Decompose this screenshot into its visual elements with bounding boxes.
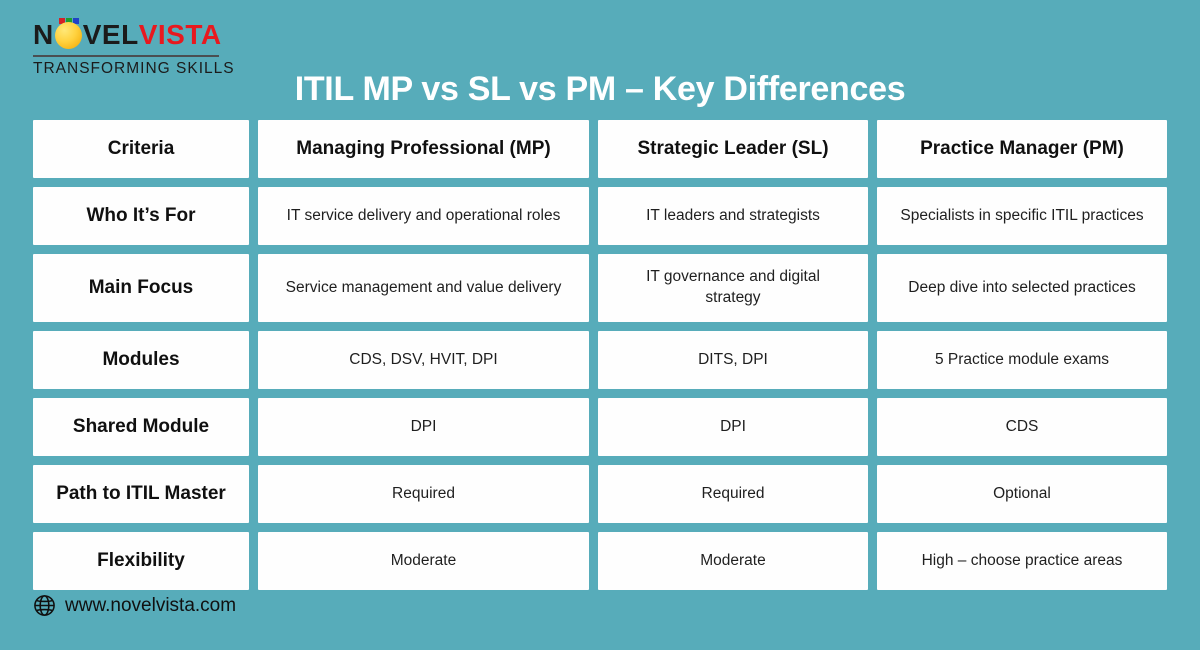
row-flexibility-pm: High – choose practice areas <box>877 532 1167 590</box>
row-shared-module-label: Shared Module <box>33 398 249 456</box>
logo-text-vista: VISTA <box>138 19 222 50</box>
footer: www.novelvista.com <box>33 594 236 617</box>
row-shared-module-sl: DPI <box>598 398 868 456</box>
header-criteria: Criteria <box>33 120 249 178</box>
row-main-focus-pm: Deep dive into selected practices <box>877 254 1167 322</box>
row-path-to-itil-master-mp: Required <box>258 465 589 523</box>
comparison-table: Criteria Managing Professional (MP) Stra… <box>33 120 1167 590</box>
row-who-its-for-label: Who It’s For <box>33 187 249 245</box>
logo-tagline: TRANSFORMING SKILLS <box>33 60 235 77</box>
row-modules-sl: DITS, DPI <box>598 331 868 389</box>
header-managing-professional: Managing Professional (MP) <box>258 120 589 178</box>
logo-text-vel: VEL <box>82 19 139 50</box>
logo-text-n: N <box>33 19 54 50</box>
novelvista-logo: N VEL VISTA TRANSFORMING SKILLS <box>33 17 235 78</box>
logo-wordmark: N VEL VISTA <box>33 17 235 52</box>
logo-ball-icon <box>54 17 82 49</box>
row-main-focus-mp: Service management and value delivery <box>258 254 589 322</box>
row-shared-module-mp: DPI <box>258 398 589 456</box>
row-flexibility-label: Flexibility <box>33 532 249 590</box>
row-modules-label: Modules <box>33 331 249 389</box>
row-who-its-for-mp: IT service delivery and operational role… <box>258 187 589 245</box>
header-practice-manager: Practice Manager (PM) <box>877 120 1167 178</box>
row-who-its-for-sl: IT leaders and strategists <box>598 187 868 245</box>
row-path-to-itil-master-sl: Required <box>598 465 868 523</box>
header-strategic-leader: Strategic Leader (SL) <box>598 120 868 178</box>
row-flexibility-sl: Moderate <box>598 532 868 590</box>
row-path-to-itil-master-pm: Optional <box>877 465 1167 523</box>
row-main-focus-label: Main Focus <box>33 254 249 322</box>
row-shared-module-pm: CDS <box>877 398 1167 456</box>
row-modules-mp: CDS, DSV, HVIT, DPI <box>258 331 589 389</box>
row-who-its-for-pm: Specialists in specific ITIL practices <box>877 187 1167 245</box>
footer-website: www.novelvista.com <box>65 594 237 616</box>
page-title: ITIL MP vs SL vs PM – Key Differences <box>294 70 906 108</box>
row-flexibility-mp: Moderate <box>258 532 589 590</box>
globe-icon <box>34 595 55 616</box>
row-path-to-itil-master-label: Path to ITIL Master <box>33 465 249 523</box>
row-main-focus-sl: IT governance and digital strategy <box>598 254 868 322</box>
logo-divider <box>33 55 219 57</box>
row-modules-pm: 5 Practice module exams <box>877 331 1167 389</box>
